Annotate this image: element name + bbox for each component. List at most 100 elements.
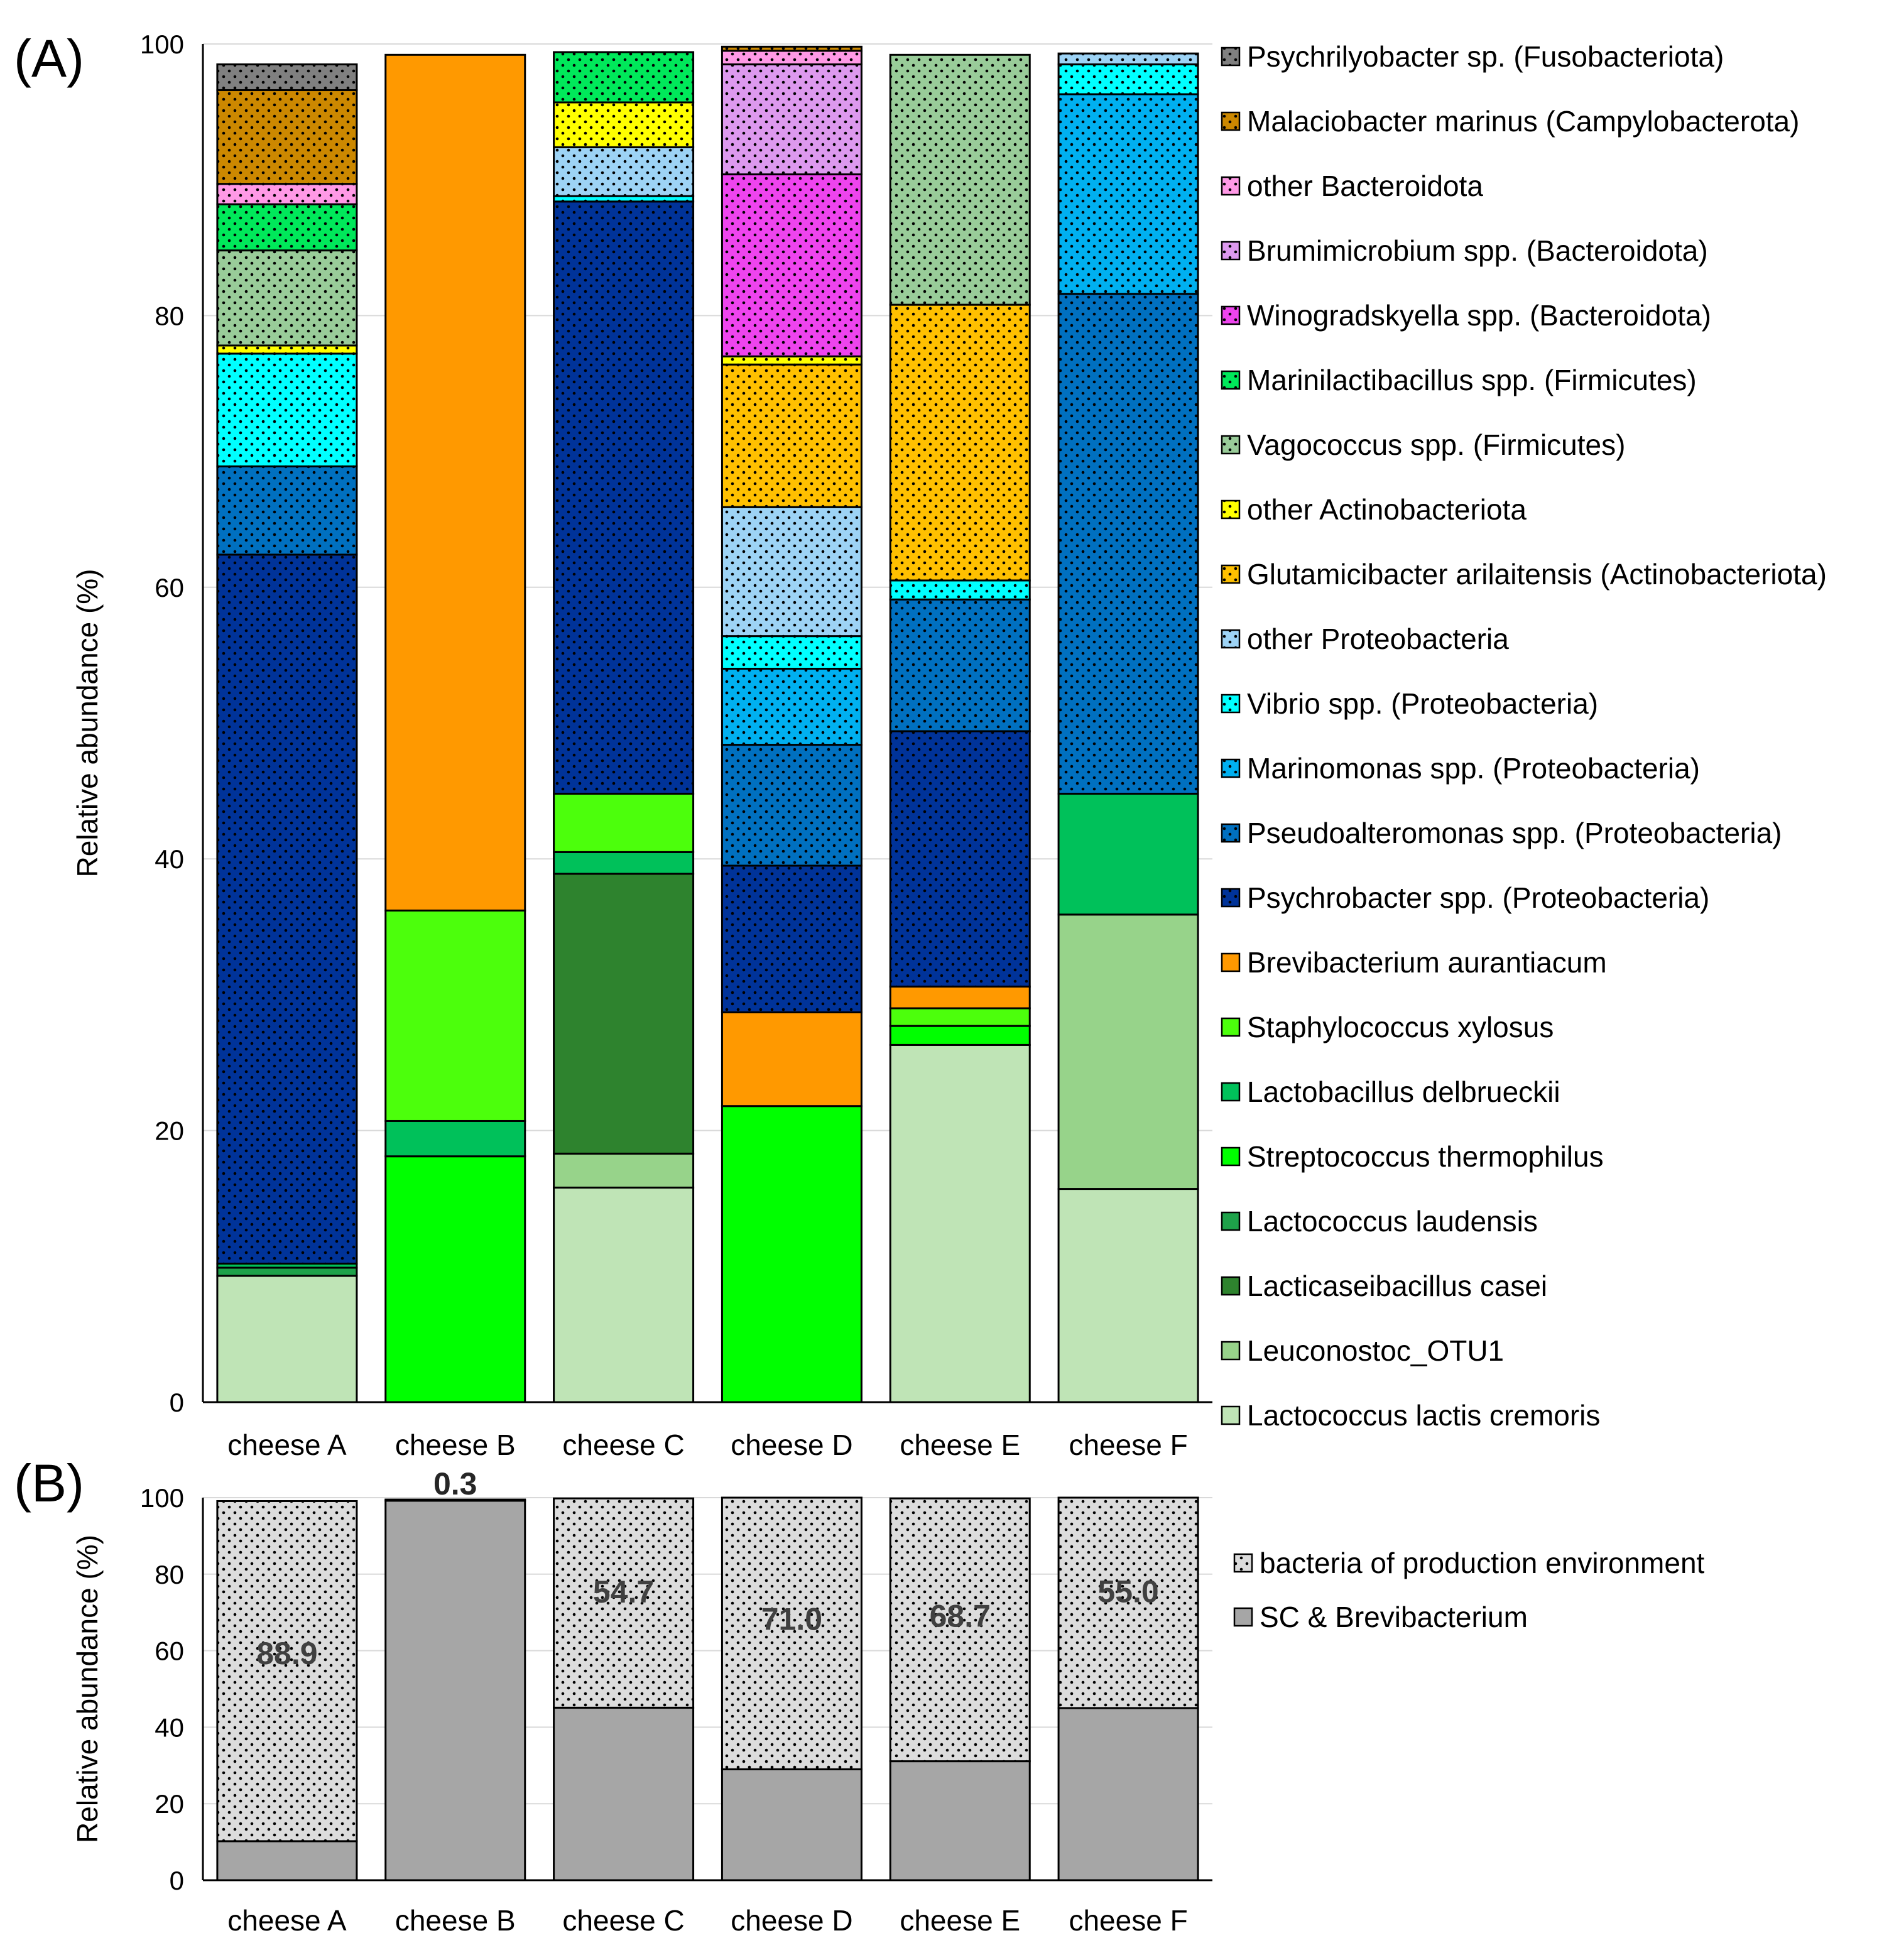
legend-other-proteobacteria-swatch-texture <box>1222 630 1239 648</box>
legend-streptococcus-thermophilus-swatch <box>1221 1146 1241 1167</box>
bar-cheese-c-sc-brevibacterium <box>553 1706 695 1881</box>
bar-cheese-b-streptococcus-thermophilus <box>384 1155 526 1403</box>
x-tick-label: cheese B <box>395 1904 516 1937</box>
x-tick-label: cheese B <box>395 1429 516 1461</box>
legend-vagococcus-spp-firmicutes-swatch-texture <box>1222 436 1239 454</box>
y-tick-label: 80 <box>155 301 184 330</box>
y-tick-label: 40 <box>155 844 184 874</box>
bar-cheese-f-other-proteobacteria-texture <box>1059 53 1199 65</box>
bar-cheese-c-lactobacillus-delbrueckii <box>553 851 695 875</box>
bar-cheese-a-bacteria-of-production-environment-texture <box>217 1501 357 1841</box>
legend-sc-brevibacterium-swatch <box>1233 1607 1253 1627</box>
legend-malaciobacter-marinus-campylobacterota-swatch-texture <box>1222 112 1239 130</box>
bar-cheese-e-streptococcus-thermophilus <box>889 1025 1031 1046</box>
legend-marinilactibacillus-spp-firmicutes-swatch-texture <box>1222 371 1239 389</box>
bar-cheese-a-psychrilyobacter-sp-fusobacteriota-texture <box>217 64 357 90</box>
y-tick-label: 100 <box>140 30 184 59</box>
legend-psychrobacter-spp-proteobacteria-swatch-texture <box>1222 889 1239 906</box>
legend-lactococcus-laudensis-label: Lactococcus laudensis <box>1247 1205 1538 1238</box>
legend-other-bacteroidota-swatch-texture <box>1222 177 1239 195</box>
bar-cheese-a-marinilactibacillus-spp-firmicutes-texture <box>217 204 357 251</box>
bar-cheese-f-bacteria-of-production-environment-texture <box>1059 1498 1199 1708</box>
x-tick-label: cheese D <box>731 1429 852 1461</box>
bar-cheese-e-vibrio-spp-proteobacteria-texture <box>890 580 1030 600</box>
bar-cheese-b-sc-brevibacterium <box>384 1500 526 1881</box>
y-axis-title: Relative abundance (%) <box>71 569 104 878</box>
bar-cheese-f-marinomonas-spp-proteobacteria-texture <box>1059 94 1199 294</box>
bar-cheese-f-leuconostoc-otu1 <box>1057 913 1199 1190</box>
bar-cheese-a-malaciobacter-marinus-campylobacterota-texture <box>217 90 357 184</box>
bar-cheese-d-malaciobacter-marinus-campylobacterota-texture <box>722 46 862 51</box>
bar-cheese-f-sc-brevibacterium <box>1057 1707 1199 1881</box>
y-tick-label: 20 <box>155 1789 184 1819</box>
legend-lactobacillus-delbrueckii-label: Lactobacillus delbrueckii <box>1247 1075 1560 1108</box>
bar-cheese-d-psychrobacter-spp-proteobacteria-texture <box>722 866 862 1013</box>
bar-cheese-d-bacteria-of-production-environment-texture <box>722 1498 862 1770</box>
legend-streptococcus-thermophilus-label: Streptococcus thermophilus <box>1247 1140 1604 1173</box>
legend-winogradskyella-spp-bacteroidota-swatch-texture <box>1222 307 1239 324</box>
bar-cheese-a-vagococcus-spp-firmicutes-texture <box>217 250 357 346</box>
bar-cheese-e-staphylococcus-xylosus <box>889 1007 1031 1027</box>
legend-lactococcus-lactis-cremoris-label: Lactococcus lactis cremoris <box>1247 1399 1600 1432</box>
legend-marinomonas-spp-proteobacteria-swatch-texture <box>1222 760 1239 777</box>
bar-cheese-c-staphylococcus-xylosus <box>553 792 695 853</box>
legend-winogradskyella-spp-bacteroidota-label: Winogradskyella spp. (Bacteroidota) <box>1247 299 1711 332</box>
legend-vagococcus-spp-firmicutes-label: Vagococcus spp. (Firmicutes) <box>1247 428 1625 461</box>
bar-cheese-a-lactococcus-lactis-cremoris <box>216 1275 358 1403</box>
bar-cheese-c-marinilactibacillus-spp-firmicutes-texture <box>553 52 694 102</box>
legend-vibrio-spp-proteobacteria-swatch-texture <box>1222 695 1239 712</box>
bar-cheese-e-brevibacterium-aurantiacum <box>889 985 1031 1010</box>
bar-cheese-c-vibrio-spp-proteobacteria-texture <box>553 196 694 202</box>
panel-a-chart: 0 20 40 60 80 100 Relative abundance (%) cheese… <box>71 30 1827 1461</box>
legend-glutamicibacter-arilaitensis-actinobacteriota-swatch-texture <box>1222 565 1239 583</box>
legend-psychrilyobacter-sp-fusobacteriota-label: Psychrilyobacter sp. (Fusobacteriota) <box>1247 40 1724 73</box>
legend-sc-brevibacterium-label: SC & Brevibacterium <box>1260 1601 1528 1633</box>
bar-cheese-c-leuconostoc-otu1 <box>553 1152 695 1189</box>
data-label-cheese-c: 54.7 <box>593 1574 654 1609</box>
panel-b-label: (B) <box>14 1454 84 1513</box>
legend-bacteria-of-production-environment-swatch-texture <box>1234 1554 1252 1572</box>
legend-leuconostoc-otu1-label: Leuconostoc_OTU1 <box>1247 1334 1504 1367</box>
bar-cheese-c-lacticaseibacillus-casei <box>553 873 695 1155</box>
data-label-cheese-e: 68.7 <box>930 1598 991 1633</box>
bar-cheese-d-other-proteobacteria-texture <box>722 507 862 636</box>
legend-other-proteobacteria-label: other Proteobacteria <box>1247 623 1509 655</box>
x-tick-label: cheese D <box>731 1904 852 1937</box>
legend-psychrilyobacter-sp-fusobacteriota-swatch-texture <box>1222 48 1239 65</box>
x-tick-label: cheese A <box>227 1429 347 1461</box>
legend-vibrio-spp-proteobacteria-label: Vibrio spp. (Proteobacteria) <box>1247 687 1598 720</box>
bar-cheese-c-bacteria-of-production-environment-texture <box>553 1498 694 1708</box>
x-tick-label: cheese C <box>562 1429 684 1461</box>
bar-cheese-d-other-bacteroidota-texture <box>722 50 862 65</box>
legend-brevibacterium-aurantiacum-label: Brevibacterium aurantiacum <box>1247 946 1607 979</box>
bar-cheese-d-vibrio-spp-proteobacteria-texture <box>722 636 862 669</box>
legend-lacticaseibacillus-casei-label: Lacticaseibacillus casei <box>1247 1270 1547 1302</box>
bar-cheese-a-other-bacteroidota-texture <box>217 183 357 205</box>
data-label-cheese-b: 0.3 <box>433 1466 477 1501</box>
legend-bacteria-of-production-environment-label: bacteria of production environment <box>1260 1547 1705 1579</box>
data-label-cheese-a: 88.9 <box>256 1636 317 1671</box>
bar-cheese-e-lactococcus-lactis-cremoris <box>889 1043 1031 1403</box>
legend-other-actinobacteriota-label: other Actinobacteriota <box>1247 493 1527 526</box>
bar-cheese-b-lactobacillus-delbrueckii <box>384 1119 526 1158</box>
bar-cheese-d-pseudoalteromonas-spp-proteobacteria-texture <box>722 744 862 866</box>
bar-cheese-e-sc-brevibacterium <box>889 1760 1031 1881</box>
legend-marinilactibacillus-spp-firmicutes-label: Marinilactibacillus spp. (Firmicutes) <box>1247 364 1697 396</box>
legend-malaciobacter-marinus-campylobacterota-label: Malaciobacter marinus (Campylobacterota) <box>1247 105 1799 138</box>
y-axis-title: Relative abundance (%) <box>71 1535 104 1843</box>
bar-cheese-b-staphylococcus-xylosus <box>384 909 526 1122</box>
legend-staphylococcus-xylosus-label: Staphylococcus xylosus <box>1247 1011 1554 1043</box>
legend-brumimicrobium-spp-bacteroidota-swatch-texture <box>1222 242 1239 259</box>
bar-cheese-f-lactobacillus-delbrueckii <box>1057 792 1199 916</box>
y-tick-label: 0 <box>170 1388 184 1417</box>
x-tick-label: cheese C <box>562 1904 684 1937</box>
legend-brevibacterium-aurantiacum-swatch <box>1221 952 1241 972</box>
bar-cheese-b-bacteria-of-production-environment-texture <box>385 1500 525 1501</box>
legend-lacticaseibacillus-casei-swatch <box>1221 1276 1241 1296</box>
bar-cheese-a-pseudoalteromonas-spp-proteobacteria-texture <box>217 466 357 555</box>
bar-cheese-c-other-actinobacteriota-texture <box>553 102 694 148</box>
bar-cheese-d-brevibacterium-aurantiacum <box>721 1011 863 1108</box>
panel-b-chart: 0 20 40 60 80 100 Relative abundance (%) cheese… <box>71 1466 1705 1937</box>
bar-cheese-f-pseudoalteromonas-spp-proteobacteria-texture <box>1059 293 1199 794</box>
